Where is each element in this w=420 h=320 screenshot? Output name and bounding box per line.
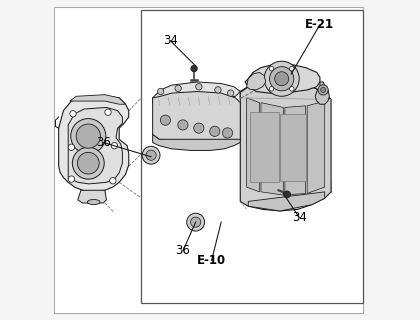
Polygon shape — [307, 101, 325, 194]
Circle shape — [110, 178, 116, 184]
Polygon shape — [247, 72, 266, 90]
Circle shape — [320, 87, 326, 92]
Circle shape — [77, 152, 99, 174]
Circle shape — [270, 67, 294, 91]
Circle shape — [146, 150, 156, 160]
Polygon shape — [70, 95, 126, 104]
Bar — [250, 112, 278, 182]
Bar — [280, 114, 306, 181]
Circle shape — [223, 128, 233, 138]
Circle shape — [71, 119, 106, 154]
Circle shape — [290, 87, 294, 91]
Polygon shape — [68, 108, 122, 184]
Polygon shape — [240, 80, 331, 111]
Circle shape — [196, 84, 202, 90]
Polygon shape — [152, 134, 240, 150]
Text: 34: 34 — [292, 211, 307, 224]
Circle shape — [228, 90, 234, 96]
Circle shape — [187, 213, 205, 231]
Circle shape — [105, 109, 111, 116]
Text: E-10: E-10 — [197, 254, 226, 267]
Circle shape — [269, 87, 274, 91]
Circle shape — [76, 124, 100, 148]
Polygon shape — [247, 98, 260, 192]
Circle shape — [290, 66, 294, 71]
Polygon shape — [285, 106, 306, 195]
Polygon shape — [315, 82, 329, 104]
Circle shape — [68, 144, 75, 150]
Bar — [142, 10, 363, 303]
Text: 36: 36 — [176, 244, 190, 257]
Circle shape — [72, 147, 104, 179]
Circle shape — [318, 85, 328, 95]
Circle shape — [111, 142, 118, 149]
Circle shape — [284, 191, 291, 198]
Polygon shape — [245, 64, 320, 93]
Ellipse shape — [87, 199, 100, 204]
Polygon shape — [240, 80, 331, 211]
Circle shape — [269, 66, 274, 71]
Circle shape — [194, 123, 204, 133]
Polygon shape — [78, 190, 106, 203]
Circle shape — [275, 72, 289, 86]
Polygon shape — [248, 192, 325, 211]
Circle shape — [191, 65, 197, 72]
Circle shape — [70, 111, 76, 117]
Polygon shape — [261, 103, 283, 195]
Text: E-21: E-21 — [305, 18, 334, 31]
Polygon shape — [59, 96, 129, 192]
Circle shape — [68, 176, 75, 182]
Circle shape — [175, 85, 181, 92]
Polygon shape — [152, 82, 240, 108]
Circle shape — [178, 120, 188, 130]
Circle shape — [191, 217, 201, 227]
Circle shape — [264, 61, 299, 96]
Circle shape — [158, 88, 164, 95]
Circle shape — [160, 115, 171, 125]
Circle shape — [215, 87, 221, 93]
Text: 34: 34 — [163, 34, 178, 47]
Circle shape — [210, 126, 220, 136]
Circle shape — [142, 146, 160, 164]
Text: 36: 36 — [96, 136, 111, 149]
Polygon shape — [152, 92, 240, 146]
